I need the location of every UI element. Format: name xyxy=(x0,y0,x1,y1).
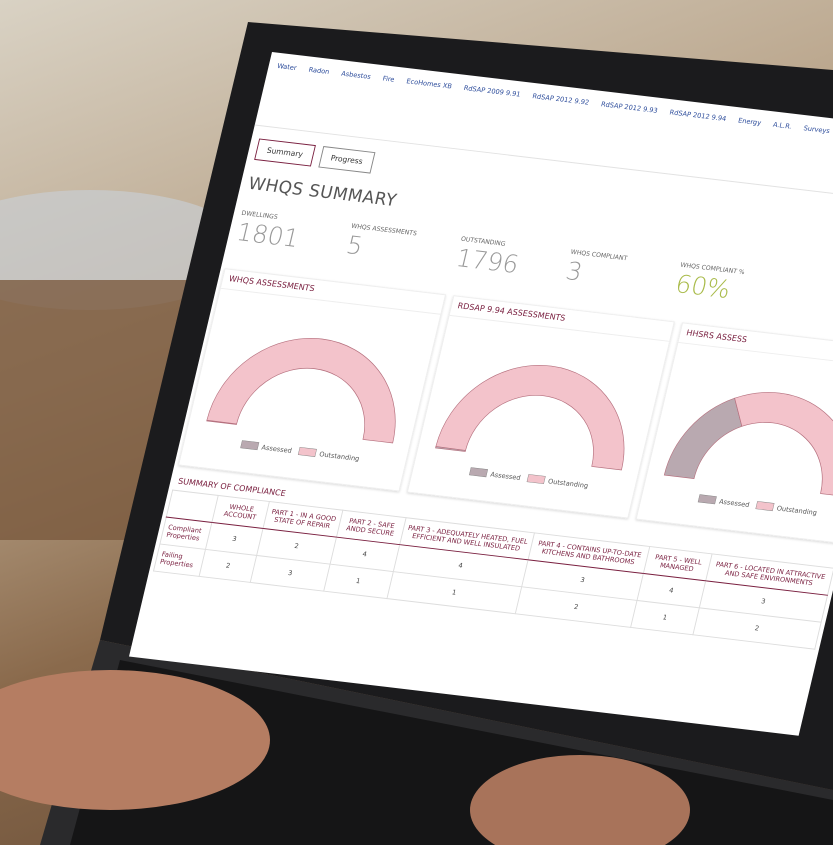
nav-link[interactable]: RdSAP 2012 9.92 xyxy=(531,92,590,107)
nav-link[interactable]: EcoHomes XB xyxy=(405,77,453,91)
stat: WHQS COMPLIANT 3 xyxy=(563,248,682,298)
tab[interactable]: Summary xyxy=(254,138,316,167)
legend-swatch xyxy=(240,440,260,451)
gauge-segment xyxy=(663,397,743,479)
nav-link[interactable]: RdSAP 2012 9.93 xyxy=(600,100,659,115)
nav-link[interactable]: RdSAP 2009 9.91 xyxy=(462,84,522,99)
hand-right xyxy=(470,755,690,845)
gauge-segment xyxy=(734,392,833,498)
stat: OUTSTANDING 1796 xyxy=(453,235,572,285)
legend-swatch xyxy=(755,501,775,512)
chart-panel: WHQS ASSESSMENTS Assessed Outstanding xyxy=(178,268,447,492)
table-cell: 2 xyxy=(199,549,257,583)
gauge-segment xyxy=(206,337,396,444)
page-title: WHQS SUMMARY xyxy=(246,173,399,211)
nav-link[interactable]: A.L.R. xyxy=(772,120,793,131)
nav-link[interactable]: Energy xyxy=(737,116,762,127)
tab[interactable]: Progress xyxy=(318,145,376,174)
gauge: Assessed Outstanding xyxy=(206,337,396,463)
chart-panel: RDSAP 9.94 ASSESSMENTS Assessed Outstandin… xyxy=(406,295,675,519)
legend-label: Outstanding xyxy=(318,450,360,463)
laptop-screen: Water Radon Asbestos Fire EcoHomes XB RdSAP 2… xyxy=(129,52,833,736)
gauge-segment xyxy=(435,365,625,471)
nav-link[interactable]: Asbestos xyxy=(340,69,372,81)
chart-panel: HHSRS ASSESS Assessed Outstanding xyxy=(635,322,833,546)
nav-link[interactable]: Radon xyxy=(307,65,331,76)
legend-label: Assessed xyxy=(718,498,750,509)
row-label: Failing Properties xyxy=(153,544,206,577)
stat: DWELLINGS 1801 xyxy=(234,209,353,259)
legend-label: Outstanding xyxy=(547,477,589,490)
nav-link[interactable]: Water xyxy=(276,62,298,73)
legend-swatch xyxy=(526,474,546,485)
stat: WHQS ASSESSMENTS 5 xyxy=(343,222,462,272)
tabs: Summary Progress xyxy=(254,138,376,174)
charts: WHQS ASSESSMENTS Assessed Outstanding RDSAP… xyxy=(178,268,833,546)
legend-label: Outstanding xyxy=(776,504,818,517)
gauge: Assessed Outstanding xyxy=(663,392,833,517)
legend-label: Assessed xyxy=(489,471,521,482)
stat: WHQS COMPLIANT % 60% xyxy=(673,261,792,311)
nav-link[interactable]: Fire xyxy=(381,74,396,84)
legend-swatch xyxy=(468,467,489,478)
legend-swatch xyxy=(297,447,317,457)
gauge: Assessed Outstanding xyxy=(435,365,625,490)
legend-swatch xyxy=(697,494,717,505)
hand-left xyxy=(0,670,270,810)
nav-link[interactable]: RdSAP 2012 9.94 xyxy=(668,108,727,123)
legend-label: Assessed xyxy=(261,443,293,454)
table-cell: 1 xyxy=(630,600,700,635)
nav-link[interactable]: Surveys xyxy=(802,124,831,136)
